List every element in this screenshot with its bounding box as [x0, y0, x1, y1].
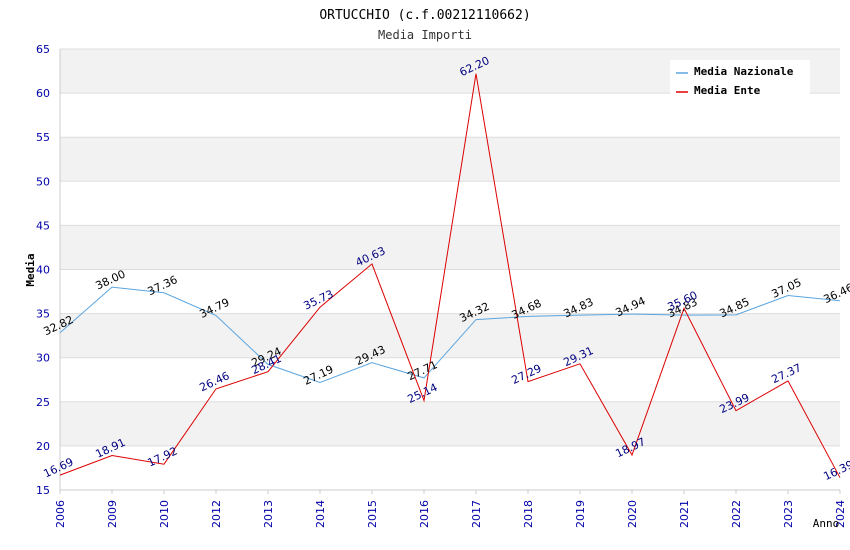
- grid-band: [60, 313, 840, 358]
- grid-band: [60, 93, 840, 138]
- y-tick-label: 45: [36, 219, 50, 232]
- x-tick-label: 2009: [106, 500, 119, 528]
- x-tick-label: 2012: [210, 500, 223, 528]
- x-tick-label: 2015: [366, 500, 379, 528]
- x-tick-label: 2010: [158, 500, 171, 528]
- legend-label-media-nazionale: Media Nazionale: [694, 65, 794, 78]
- grid-band: [60, 401, 840, 446]
- x-tick-labels: 2006 2009 2010 2012 2013 2014 2015 2016 2017 2018…: [54, 490, 847, 528]
- grid-band: [60, 357, 840, 402]
- x-tick-label: 2016: [418, 500, 431, 528]
- legend: Media Nazionale Media Ente: [670, 60, 810, 98]
- legend-box: [670, 60, 810, 98]
- y-tick-label: 50: [36, 175, 50, 188]
- series-line-media-nazionale: [59, 286, 841, 384]
- chart-title: ORTUCCHIO (c.f.00212110662): [319, 8, 530, 23]
- series-line-media-ente: [59, 73, 841, 478]
- x-tick-label: 2006: [54, 500, 67, 528]
- grid-band: [60, 225, 840, 270]
- x-tick-label: 2013: [262, 500, 275, 528]
- y-tick-label: 20: [36, 440, 50, 453]
- series-lines: [59, 73, 841, 478]
- y-tick-label: 30: [36, 352, 50, 365]
- y-tick-label: 55: [36, 131, 50, 144]
- y-axis-label: Media: [24, 253, 37, 286]
- x-tick-label: 2019: [574, 500, 587, 528]
- y-tick-label: 40: [36, 264, 50, 277]
- y-tick-label: 65: [36, 43, 50, 56]
- x-tick-label: 2021: [678, 500, 691, 528]
- grid-band: [60, 181, 840, 226]
- x-tick-label: 2022: [730, 500, 743, 528]
- x-tick-label: 2024: [834, 500, 847, 528]
- y-tick-label: 25: [36, 396, 50, 409]
- x-tick-label: 2018: [522, 500, 535, 528]
- x-tick-label: 2023: [782, 500, 795, 528]
- y-tick-label: 60: [36, 87, 50, 100]
- legend-label-media-ente: Media Ente: [694, 84, 761, 97]
- grid-band: [60, 269, 840, 314]
- grid-band: [60, 445, 840, 490]
- y-tick-label: 35: [36, 308, 50, 321]
- y-tick-labels: 15 20 25 30 35 40 45 50 55 60 65: [36, 43, 50, 497]
- grid-band: [60, 137, 840, 182]
- x-tick-label: 2014: [314, 500, 327, 528]
- x-tick-label: 2020: [626, 500, 639, 528]
- y-tick-label: 15: [36, 484, 50, 497]
- chart-subtitle: Media Importi: [378, 28, 472, 42]
- x-tick-label: 2017: [470, 500, 483, 528]
- axes: [59, 49, 840, 491]
- grid-bands: [60, 49, 840, 490]
- x-axis-label: Anno: [813, 517, 840, 530]
